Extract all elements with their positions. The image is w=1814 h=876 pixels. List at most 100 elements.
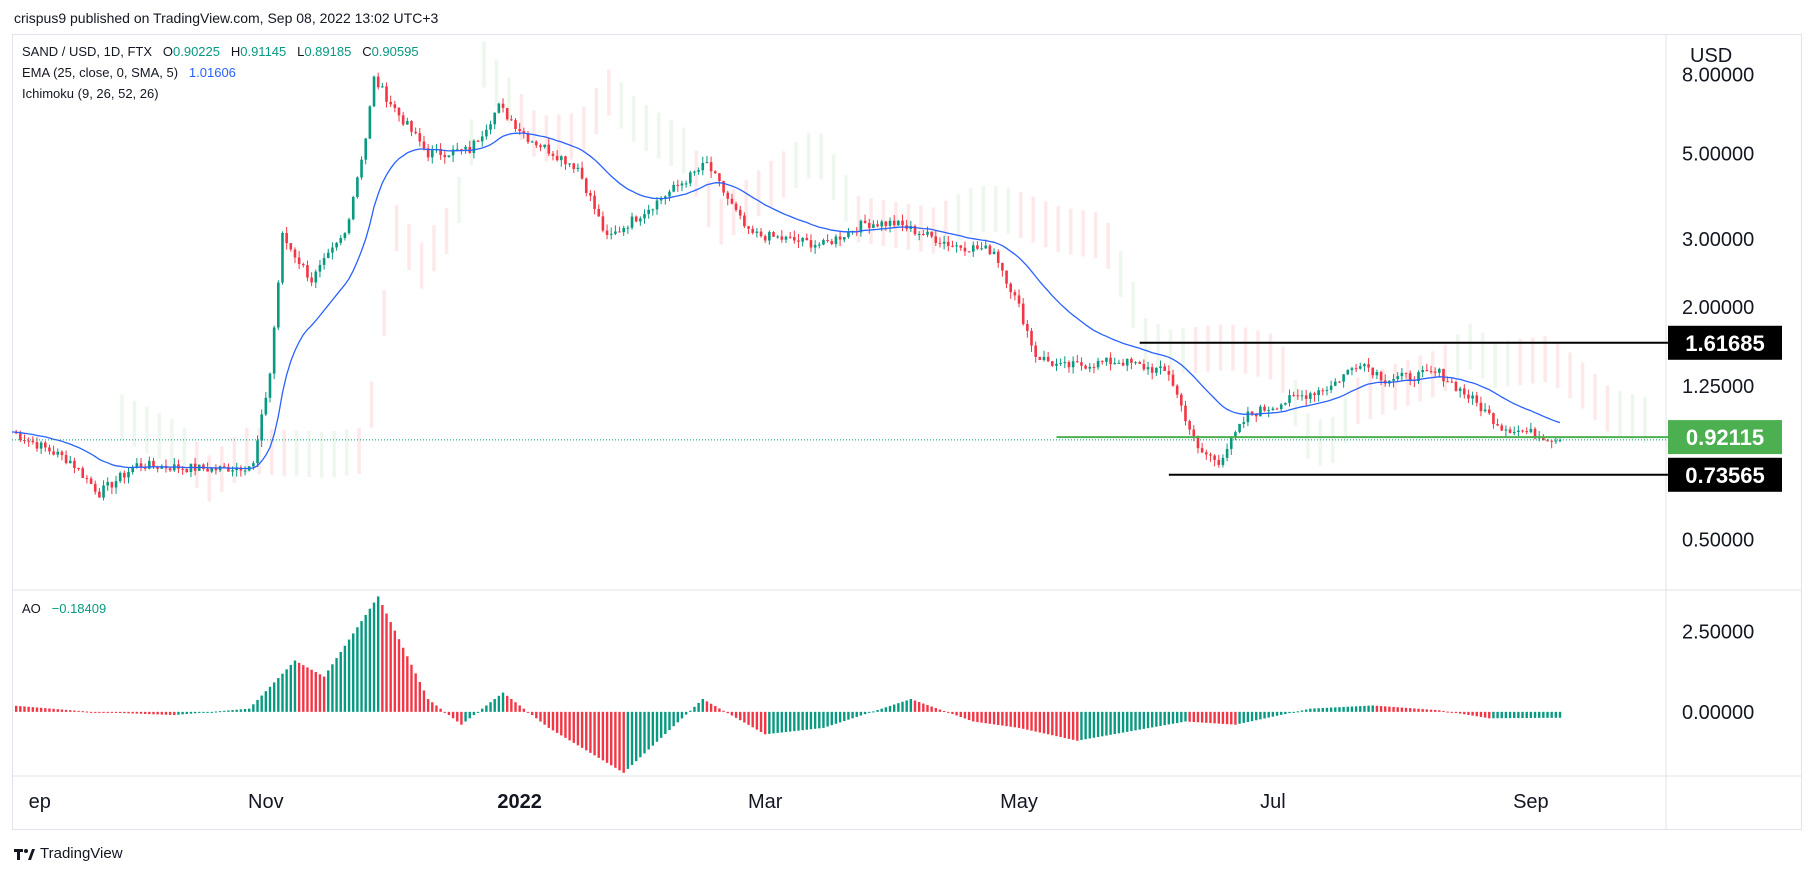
ao-bar xyxy=(1317,708,1320,712)
ao-bar xyxy=(318,674,322,712)
ao-bar xyxy=(830,711,833,726)
candle-body xyxy=(472,140,476,153)
candle-body xyxy=(1454,381,1458,391)
cloud-segment xyxy=(1480,332,1485,379)
candle-body xyxy=(1234,432,1237,437)
candle-body xyxy=(876,224,879,227)
ao-bar xyxy=(376,596,380,712)
legend-ao-label: AO xyxy=(22,601,41,616)
candle-body xyxy=(118,472,122,482)
ao-bar xyxy=(980,711,983,723)
ao-bar xyxy=(1146,711,1150,729)
candle-body xyxy=(1438,368,1441,373)
candle-body xyxy=(281,233,284,283)
ao-bar xyxy=(1009,711,1012,727)
candle-body xyxy=(1150,367,1154,373)
candle-body xyxy=(1321,390,1325,392)
candle-body xyxy=(564,156,567,165)
ao-bar xyxy=(505,695,509,712)
candle-body xyxy=(1371,367,1375,376)
candle-body xyxy=(1134,362,1137,364)
candle-body xyxy=(306,265,309,278)
ao-bar xyxy=(772,711,775,734)
ao-bar xyxy=(947,711,950,713)
candle-body xyxy=(793,237,796,241)
ao-bar xyxy=(1292,711,1295,713)
candle-body xyxy=(360,159,363,178)
candle-body xyxy=(426,148,430,158)
ao-bar xyxy=(1026,711,1029,730)
cloud-segment xyxy=(1143,317,1148,364)
candle-body xyxy=(922,234,925,236)
candle-body xyxy=(1375,372,1379,376)
ao-bar xyxy=(1080,711,1083,740)
candle-body xyxy=(597,208,601,217)
ao-bar xyxy=(239,709,243,712)
cloud-segment xyxy=(632,95,636,142)
candle-body xyxy=(1221,457,1225,465)
candle-body xyxy=(1167,370,1171,375)
candle-body xyxy=(647,209,650,215)
cloud-segment xyxy=(1356,377,1360,424)
cloud-segment xyxy=(981,185,986,232)
legend-ema-value: 1.01606 xyxy=(188,65,236,80)
ao-bar xyxy=(1537,711,1541,718)
ao-bar xyxy=(1180,711,1183,723)
candle-body xyxy=(485,129,488,137)
ao-bar xyxy=(401,647,405,712)
ao-bar xyxy=(680,711,684,719)
price-label-box xyxy=(1668,420,1782,455)
ao-bar xyxy=(106,711,109,713)
candle-body xyxy=(430,150,434,158)
ao-bar xyxy=(1496,711,1499,719)
candle-body xyxy=(310,277,313,283)
candle-body xyxy=(946,241,950,246)
cloud-segment xyxy=(1505,340,1510,387)
cloud-segment xyxy=(507,77,511,124)
tradingview-logo[interactable]: TradingView xyxy=(14,845,123,862)
cloud-segment xyxy=(1318,419,1323,466)
candle-body xyxy=(501,103,505,108)
ao-bar xyxy=(1192,711,1196,723)
cloud-segment xyxy=(657,112,661,159)
candle-body xyxy=(718,173,721,181)
cloud-segment xyxy=(1243,327,1248,374)
ao-bar xyxy=(555,711,559,733)
ao-bar xyxy=(310,669,313,712)
ao-bar xyxy=(622,711,625,773)
ao-bar xyxy=(639,711,642,758)
candle-body xyxy=(888,220,892,226)
ao-bar xyxy=(218,711,222,713)
ao-bar xyxy=(1442,710,1445,712)
candle-body xyxy=(1292,395,1295,397)
candle-body xyxy=(1400,372,1404,377)
cloud-segment xyxy=(756,170,761,217)
ao-bar xyxy=(751,711,754,728)
ao-bar xyxy=(152,711,155,715)
cloud-segment xyxy=(769,160,773,207)
ao-bar xyxy=(168,711,172,715)
cloud-segment xyxy=(856,196,861,243)
ao-bar xyxy=(1042,711,1046,734)
ao-bar xyxy=(1121,711,1125,733)
ao-bar xyxy=(52,708,55,712)
candle-body xyxy=(268,373,272,398)
candle-body xyxy=(148,460,151,469)
candle-body xyxy=(1242,422,1246,424)
ao-bar xyxy=(618,711,621,771)
candle-body xyxy=(135,463,139,468)
ao-bar xyxy=(1450,711,1454,713)
cloud-segment xyxy=(494,59,499,106)
candle-body xyxy=(326,252,330,259)
cloud-segment xyxy=(519,93,524,140)
candle-body xyxy=(23,439,26,441)
ao-bar xyxy=(560,711,563,736)
candle-body xyxy=(1055,363,1058,366)
ao-bar xyxy=(938,709,942,712)
ao-bar xyxy=(813,711,817,729)
candle-body xyxy=(43,442,47,448)
candle-body xyxy=(123,472,126,478)
candle-body xyxy=(1225,448,1229,458)
candle-body xyxy=(759,231,763,237)
